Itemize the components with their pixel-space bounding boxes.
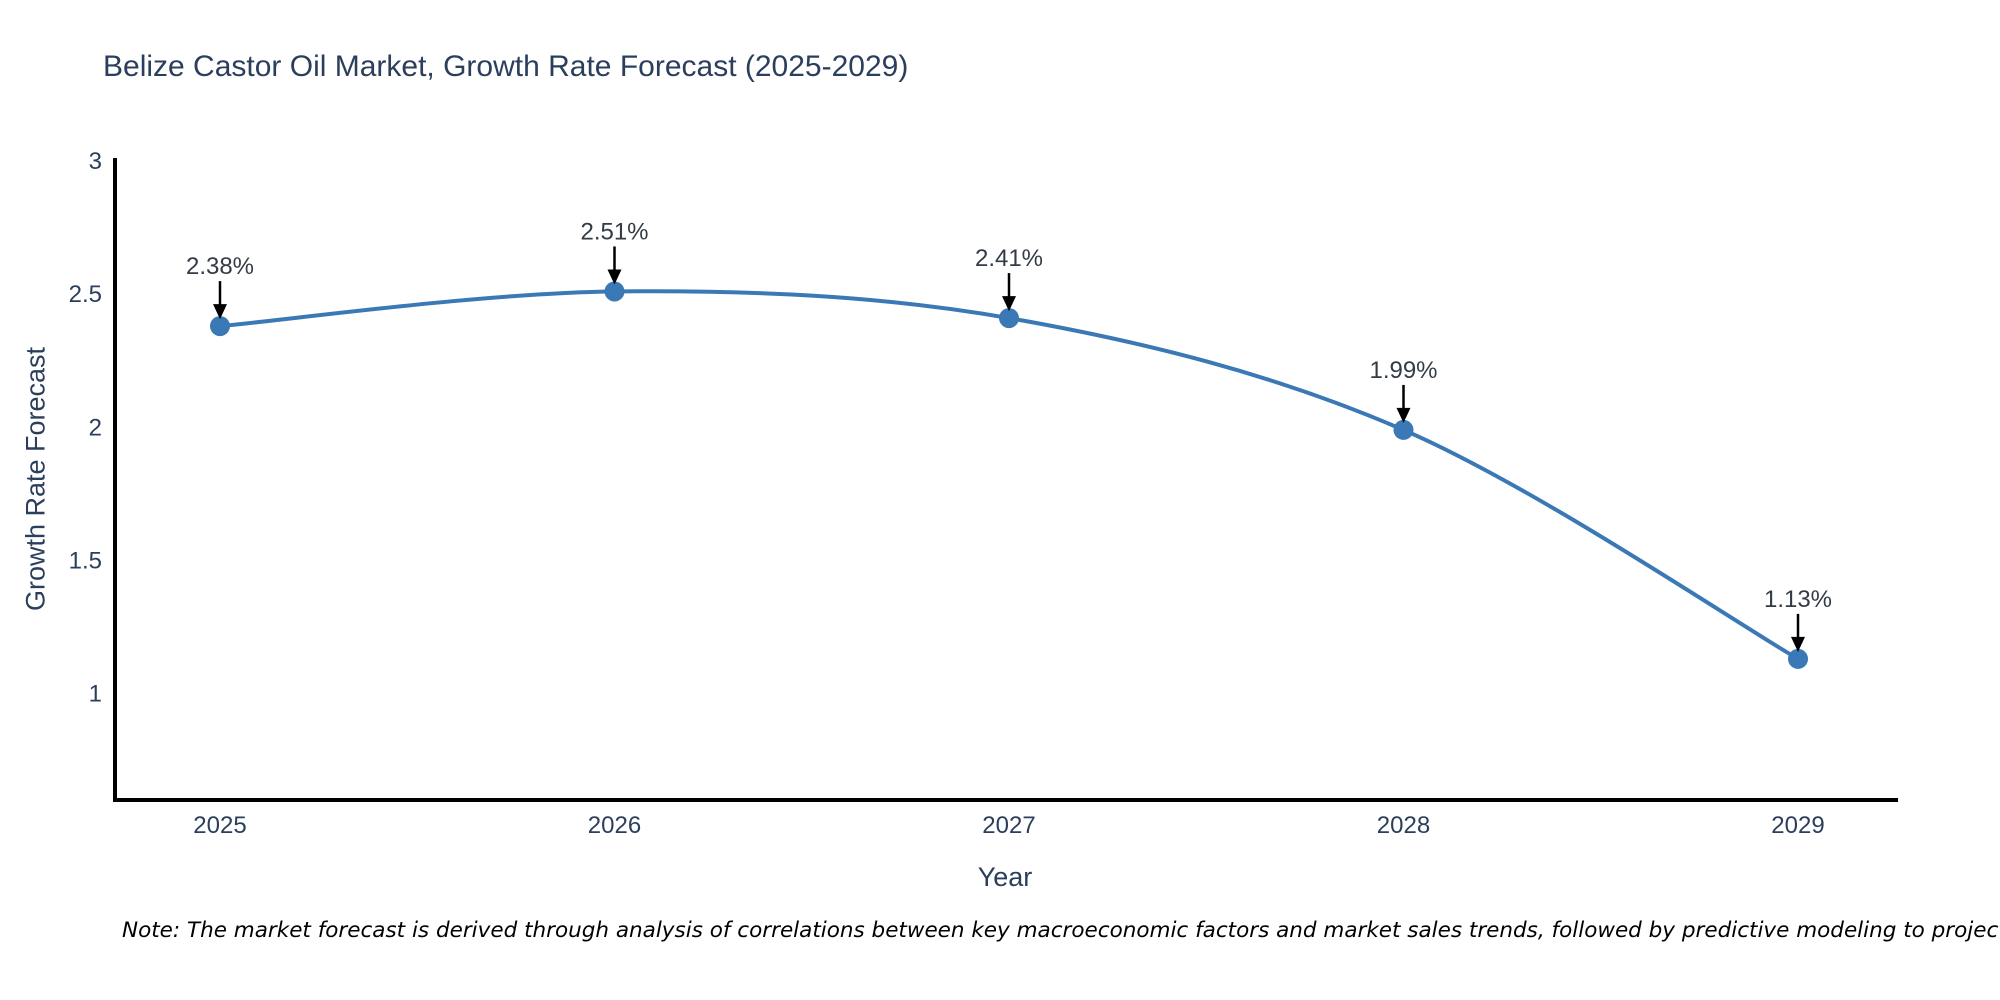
data-point-marker	[1788, 648, 1808, 669]
point-label: 2.51%	[580, 218, 648, 245]
annotation-arrow-head	[1002, 296, 1016, 312]
data-point-marker	[1393, 419, 1414, 440]
point-label: 2.38%	[186, 253, 254, 280]
x-tick-label: 2029	[1771, 812, 1824, 839]
forecast-line	[218, 289, 1800, 661]
x-tick-label: 2028	[1377, 812, 1430, 839]
point-label: 2.41%	[975, 245, 1043, 272]
y-tick-label: 2	[89, 414, 102, 441]
annotation-arrow-head	[1396, 407, 1411, 423]
y-tick-label: 1	[89, 681, 102, 708]
x-tick-label: 2025	[193, 812, 246, 839]
data-point-marker	[210, 316, 230, 337]
x-tick-label: 2026	[588, 812, 641, 839]
y-tick-label: 3	[89, 148, 102, 175]
point-label: 1.99%	[1369, 357, 1437, 384]
x-tick-label: 2027	[982, 812, 1035, 839]
annotation-arrow-head	[1791, 636, 1805, 652]
y-tick-label: 2.5	[69, 281, 102, 308]
x-axis-title: Year	[977, 862, 1033, 892]
data-point-marker	[999, 308, 1019, 329]
data-point-marker	[604, 281, 625, 302]
y-axis-title: Growth Rate Forecast	[20, 346, 51, 612]
annotation-arrow-head	[213, 304, 227, 320]
annotation-arrow-head	[607, 269, 622, 285]
chart-title: Belize Castor Oil Market, Growth Rate Fo…	[103, 50, 909, 83]
y-tick-label: 1.5	[69, 547, 102, 574]
footnote: Note: The market forecast is derived thr…	[122, 918, 2000, 943]
point-label: 1.13%	[1764, 586, 1832, 613]
